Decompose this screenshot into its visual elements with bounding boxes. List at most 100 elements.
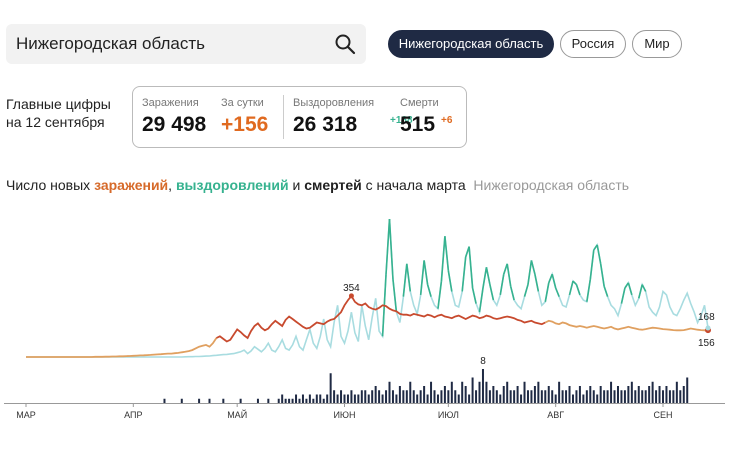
stats-divider xyxy=(283,95,284,139)
recoveries-peak-segment xyxy=(502,263,508,275)
death-bar xyxy=(558,381,561,403)
death-bar xyxy=(198,398,201,403)
death-bar xyxy=(506,381,509,403)
death-bar xyxy=(454,390,457,403)
recoveries-peak-segment xyxy=(641,284,647,292)
search-icon[interactable] xyxy=(334,33,356,55)
annotation-label: 156 xyxy=(698,338,715,349)
death-bar xyxy=(457,394,460,403)
death-bar xyxy=(163,398,166,403)
region-search[interactable]: Нижегородская область xyxy=(6,24,366,64)
recoveries-peak-segment xyxy=(568,280,574,296)
death-bar xyxy=(568,386,571,403)
death-bar xyxy=(554,394,557,403)
death-bar xyxy=(641,390,644,403)
death-bar xyxy=(582,394,585,403)
death-bar xyxy=(551,390,554,403)
death-bar xyxy=(412,390,415,403)
recoveries-peak-segment xyxy=(506,263,512,287)
recoveries-peak-segment xyxy=(406,263,412,292)
death-bar xyxy=(682,386,685,403)
death-bar xyxy=(509,390,512,403)
recoveries-peak-segment xyxy=(572,280,578,286)
covid-chart: МАР АПР МАЙ ИЮН ИЮЛ АВГ СЕН 354 8 168 156 6 xyxy=(4,205,725,420)
death-bar xyxy=(423,386,426,403)
death-bar xyxy=(648,386,651,403)
death-bar xyxy=(613,390,616,403)
recoveries-peak-segment xyxy=(461,256,467,292)
x-tick-label: ИЮН xyxy=(333,410,355,420)
death-bar xyxy=(256,398,259,403)
death-bar xyxy=(672,390,675,403)
death-bar xyxy=(391,390,394,403)
death-bar xyxy=(288,398,291,403)
death-bar xyxy=(298,398,301,403)
death-bar xyxy=(371,390,374,403)
recoveries-peak-segment xyxy=(509,286,515,301)
death-bar xyxy=(495,390,498,403)
recoveries-peak-segment xyxy=(478,287,484,313)
death-bar xyxy=(547,386,550,403)
recoveries-peak-segment xyxy=(482,267,488,289)
recoveries-peak-segment xyxy=(637,284,643,299)
death-bar xyxy=(627,386,630,403)
death-bar xyxy=(526,390,529,403)
death-bar xyxy=(416,394,419,403)
death-bar xyxy=(326,394,329,403)
death-bar xyxy=(661,390,664,403)
death-bar xyxy=(319,394,322,403)
recoveries-peak-segment xyxy=(523,284,529,297)
daily-value: +156 xyxy=(221,113,269,136)
death-bar xyxy=(315,394,318,403)
death-bar xyxy=(523,381,526,403)
death-bar xyxy=(305,398,308,403)
recoveries-peak-segment xyxy=(426,284,432,297)
death-bar xyxy=(353,394,356,403)
recoveries-peak-segment xyxy=(447,270,453,292)
death-bar xyxy=(679,390,682,403)
death-bar xyxy=(620,390,623,403)
tab-russia[interactable]: Россия xyxy=(560,30,626,58)
annotation-label: 354 xyxy=(343,283,360,294)
death-bar xyxy=(450,381,453,403)
death-bar xyxy=(537,381,540,403)
peak-marker xyxy=(348,293,354,299)
death-bar xyxy=(540,390,543,403)
stats-panel: Заражения 29 498 За сутки +156 Выздоровл… xyxy=(132,86,467,148)
tab-nizhny-novgorod[interactable]: Нижегородская область xyxy=(388,30,554,58)
death-bar xyxy=(374,386,377,403)
death-bar xyxy=(447,390,450,403)
deaths-value: 515 xyxy=(400,113,436,136)
x-tick-label: АПР xyxy=(124,410,142,420)
recoveries-peak-segment xyxy=(527,260,533,285)
death-bar xyxy=(308,394,311,403)
death-bar xyxy=(222,398,225,403)
deaths-caption: Смерти xyxy=(400,97,439,109)
recoveries-end-marker xyxy=(705,325,711,331)
death-bar xyxy=(398,386,401,403)
x-tick-label: СЕН xyxy=(653,410,672,420)
death-bar xyxy=(405,390,408,403)
recoveries-peak-segment xyxy=(385,218,391,275)
death-bar xyxy=(603,390,606,403)
death-bar xyxy=(357,394,360,403)
death-bar xyxy=(585,390,588,403)
death-bar xyxy=(610,381,613,403)
tab-world[interactable]: Мир xyxy=(632,30,682,58)
recoveries-peak-segment xyxy=(530,260,536,275)
death-bar xyxy=(208,398,211,403)
death-bar xyxy=(322,398,325,403)
recoveries-peak-segment xyxy=(575,284,581,296)
death-bar xyxy=(578,386,581,403)
infections-line-early xyxy=(26,337,218,358)
death-bar xyxy=(644,390,647,403)
recoveries-delta: +168 xyxy=(390,115,413,126)
recoveries-peak-segment xyxy=(440,236,446,282)
recoveries-peak-segment xyxy=(603,286,609,297)
death-bar xyxy=(634,390,637,403)
recoveries-peak-segment xyxy=(388,218,394,280)
search-input[interactable]: Нижегородская область xyxy=(16,34,205,53)
recoveries-peak-segment xyxy=(589,249,595,280)
key-figures-label: Главные цифры на 12 сентября xyxy=(6,96,111,130)
death-bar xyxy=(530,390,533,403)
